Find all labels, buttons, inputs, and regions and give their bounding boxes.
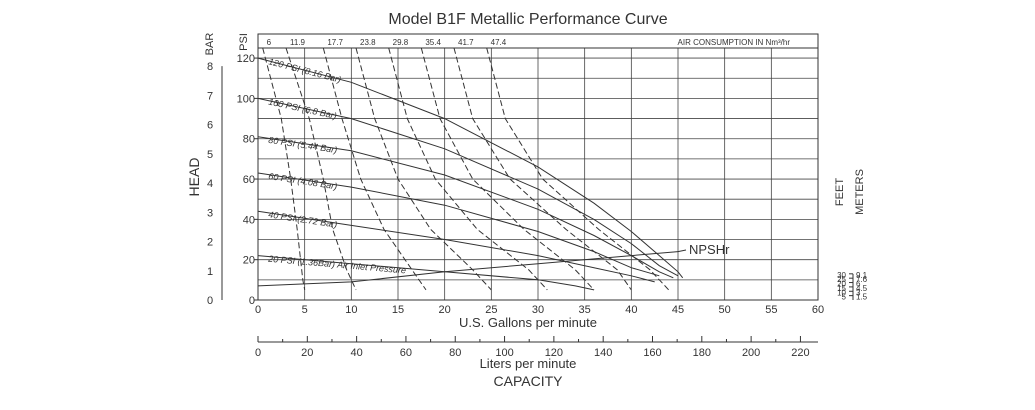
x-tick-label: 15 (392, 304, 404, 316)
pressure-curve-label: 60 PSI (4.08 Bar) (268, 171, 338, 191)
meters-tick-label: 4.5 (856, 284, 868, 293)
x-tick-label: 0 (255, 304, 261, 316)
air-curve-47.4 (486, 47, 670, 291)
psi-tick-label: 40 (243, 214, 255, 226)
liters-tick-label: 40 (350, 347, 362, 359)
x-tick-label: 40 (625, 304, 637, 316)
air-value-label: 23.8 (360, 38, 376, 47)
meters-tick-label: 7.6 (856, 275, 868, 284)
liters-tick-label: 80 (449, 347, 461, 359)
air-value-label: 11.9 (290, 38, 306, 47)
air-curve-23.8 (355, 47, 492, 291)
air-curve-11.9 (285, 47, 357, 291)
bar-tick-label: 7 (207, 90, 213, 102)
meters-label: METERS (854, 169, 866, 215)
plot-frame (257, 33, 819, 301)
psi-tick-label: 60 (243, 174, 255, 186)
air-value-label: 35.4 (425, 38, 441, 47)
bar-tick-label: 6 (207, 120, 213, 132)
pressure-curve-label: 20 PSI (1.36Bar) Air Inlet Pressure (267, 254, 407, 276)
x-tick-label: 5 (302, 304, 308, 316)
liters-tick-label: 60 (400, 347, 412, 359)
pressure-curve (257, 255, 595, 291)
feet-tick-label: 5 (842, 293, 847, 302)
x-tick-label: 60 (812, 304, 824, 316)
meters-tick-label: 1.5 (856, 293, 868, 302)
feet-tick-label: 25 (837, 275, 846, 284)
npshr-leader (677, 249, 687, 253)
feet-tick-label: 15 (837, 284, 846, 293)
meters-tick-label: 6 (856, 280, 861, 289)
liters-tick-label: 100 (495, 347, 513, 359)
x-tick-label: 35 (579, 304, 591, 316)
x2-axis-label: Liters per minute (480, 356, 577, 371)
pressure-curve (257, 210, 655, 283)
x-tick-label: 20 (439, 304, 451, 316)
npshr-label: NPSHr (689, 242, 730, 257)
liters-tick-label: 160 (643, 347, 661, 359)
bar-tick-label: 1 (207, 266, 213, 278)
air-value-label: 29.8 (393, 38, 409, 47)
feet-label: FEET (834, 178, 846, 206)
pressure-curve-label: 40 PSI (2.72 Bar) (268, 209, 338, 229)
x-tick-label: 30 (532, 304, 544, 316)
meters-tick-label: 3 (856, 288, 861, 297)
feet-tick-label: 30 (837, 271, 846, 280)
x-tick-label: 55 (765, 304, 777, 316)
air-curve-35.4 (420, 47, 595, 291)
pressure-curve (257, 172, 660, 277)
head-label: HEAD (186, 158, 202, 197)
air-consumption-curves (262, 47, 670, 291)
axis-labels: 0 5 10 15 20 25 30 35 40 45 50 55 600204060801001200… (207, 38, 868, 359)
capacity-label: CAPACITY (494, 373, 564, 389)
psi-tick-label: 0 (249, 295, 255, 307)
feet-tick-label: 10 (837, 288, 846, 297)
air-curve-41.7 (453, 47, 632, 291)
pressure-curve (257, 57, 684, 279)
grid (221, 33, 854, 343)
air-value-label: 17.7 (327, 38, 343, 47)
air-consumption-label: AIR CONSUMPTION IN Nm³/hr (678, 38, 791, 47)
pressure-curve-label: 80 PSI (5.44 Bar) (268, 135, 338, 155)
psi-tick-label: 100 (237, 93, 255, 105)
bar-tick-label: 4 (207, 178, 213, 190)
liters-tick-label: 220 (791, 347, 809, 359)
air-curve-29.8 (388, 47, 548, 291)
x-axis-label: U.S. Gallons per minute (459, 315, 597, 330)
psi-unit-label: PSI (238, 33, 250, 51)
bar-tick-label: 0 (207, 295, 213, 307)
liters-tick-label: 200 (742, 347, 760, 359)
bar-tick-label: 3 (207, 207, 213, 219)
x-tick-label: 45 (672, 304, 684, 316)
psi-tick-label: 80 (243, 134, 255, 146)
air-value-label: 41.7 (458, 38, 474, 47)
pressure-curves (257, 57, 687, 291)
air-curve-17.7 (322, 47, 427, 291)
feet-tick-label: 20 (837, 280, 846, 289)
bar-unit-label: BAR (204, 33, 216, 56)
liters-tick-label: 140 (594, 347, 612, 359)
chart-title: Model B1F Metallic Performance Curve (388, 11, 667, 28)
x-tick-label: 50 (719, 304, 731, 316)
bar-tick-label: 5 (207, 149, 213, 161)
meters-tick-label: 9.1 (856, 271, 868, 280)
liters-tick-label: 20 (301, 347, 313, 359)
liters-tick-label: 180 (693, 347, 711, 359)
x-tick-label: 10 (345, 304, 357, 316)
liters-tick-label: 0 (255, 347, 261, 359)
npshr-curve (257, 251, 679, 287)
psi-tick-label: 120 (237, 53, 255, 65)
bar-tick-label: 2 (207, 237, 213, 249)
liters-tick-label: 120 (545, 347, 563, 359)
air-curve-6 (262, 47, 306, 290)
psi-tick-label: 20 (243, 255, 255, 267)
air-value-label: 6 (267, 38, 272, 47)
bar-tick-label: 8 (207, 61, 213, 73)
x-tick-label: 25 (485, 304, 497, 316)
pressure-curve (257, 136, 674, 279)
pressure-curve-label: 100 PSI (6.8 Bar) (268, 97, 338, 121)
pressure-curve (257, 97, 679, 277)
air-value-label: 47.4 (491, 38, 507, 47)
